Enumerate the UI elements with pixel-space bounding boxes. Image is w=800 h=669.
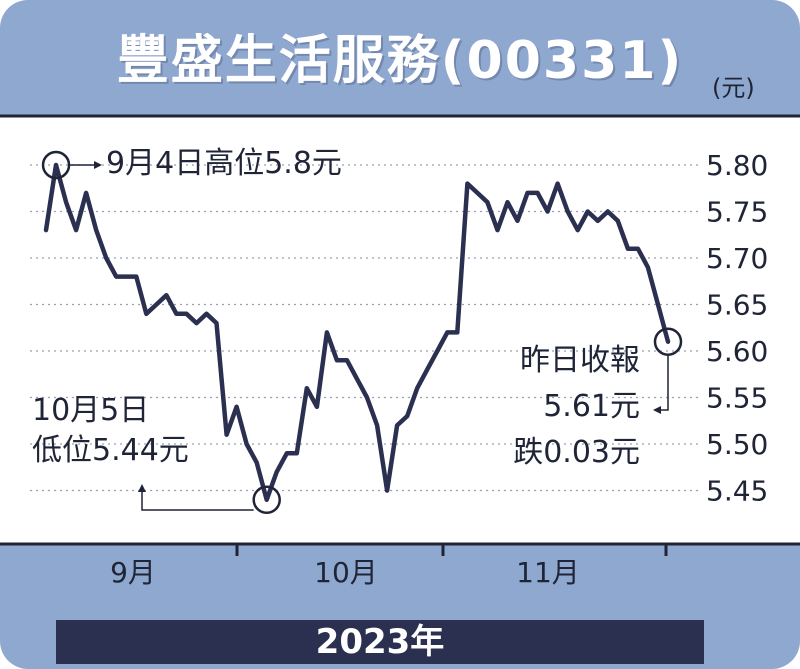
y-tick-label: 5.50 [706, 428, 768, 461]
close-annotation-line: 跌0.03元 [513, 435, 640, 470]
low-annotation-line: 10月5日 [32, 393, 149, 428]
close-arrow-head [653, 406, 661, 414]
y-tick-label: 5.45 [706, 475, 768, 508]
y-axis-ticks: 5.80 5.75 5.70 5.65 5.60 5.55 5.50 5.45 [706, 149, 768, 508]
y-tick-label: 5.55 [706, 382, 768, 415]
x-tick-label: 11月 [516, 556, 580, 589]
y-tick-label: 5.70 [706, 242, 768, 275]
x-tick-label: 10月 [314, 556, 378, 589]
chart-title: 豐盛生活服務(00331) [116, 31, 684, 91]
low-annotation-line: 低位5.44元 [32, 433, 189, 468]
high-arrow-head [94, 161, 103, 169]
y-tick-label: 5.75 [706, 196, 768, 229]
close-annotation-line: 昨日收報 [520, 343, 640, 378]
y-tick-label: 5.80 [706, 149, 768, 182]
x-tick-label: 9月 [110, 556, 156, 589]
low-arrow-line [141, 490, 254, 511]
year-label: 2023年 [56, 620, 704, 664]
y-tick-label: 5.60 [706, 335, 768, 368]
y-tick-label: 5.65 [706, 289, 768, 322]
close-annotation-line: 5.61元 [543, 389, 640, 424]
unit-label: (元) [712, 74, 755, 102]
high-marker [41, 150, 71, 180]
close-arrow-line [660, 354, 669, 411]
x-axis: 9月 10月 11月 [110, 544, 668, 589]
high-annotation-text: 9月4日高位5.8元 [106, 146, 342, 181]
low-arrow-head [138, 484, 146, 492]
low-marker [252, 485, 281, 515]
price-line [43, 162, 671, 503]
